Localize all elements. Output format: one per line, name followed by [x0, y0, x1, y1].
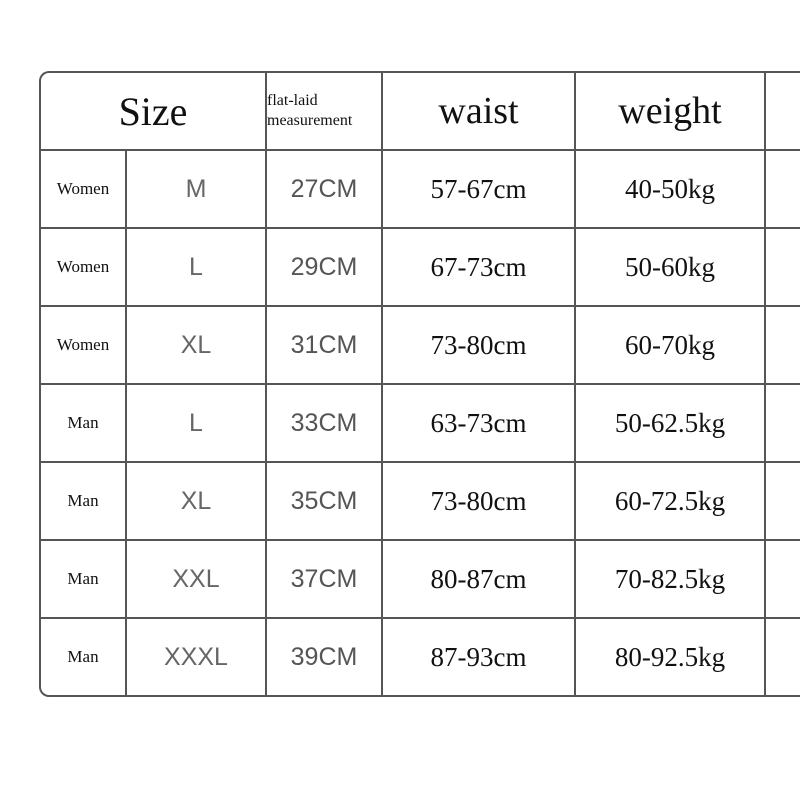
cell-gender: Man [41, 617, 127, 695]
cell-flat: 35CM [265, 461, 383, 541]
cell-size: XXXL [125, 617, 267, 695]
cell-extra [764, 149, 800, 229]
cell-waist: 67-73cm [381, 227, 576, 307]
cell-weight: 40-50kg [574, 149, 766, 229]
header-size: Size [41, 73, 267, 151]
cell-weight: 60-72.5kg [574, 461, 766, 541]
cell-flat: 33CM [265, 383, 383, 463]
cell-extra [764, 461, 800, 541]
cell-flat: 37CM [265, 539, 383, 619]
cell-extra [764, 617, 800, 695]
table-row: Women L 29CM 67-73cm 50-60kg [41, 227, 800, 307]
cell-waist: 73-80cm [381, 305, 576, 385]
cell-weight: 50-62.5kg [574, 383, 766, 463]
cell-weight: 50-60kg [574, 227, 766, 307]
cell-waist: 63-73cm [381, 383, 576, 463]
cell-size: L [125, 227, 267, 307]
cell-extra [764, 539, 800, 619]
table-row: Women M 27CM 57-67cm 40-50kg [41, 149, 800, 229]
cell-waist: 57-67cm [381, 149, 576, 229]
cell-size: L [125, 383, 267, 463]
size-table: Size flat-laid measurement waist weight … [41, 73, 800, 695]
cell-waist: 80-87cm [381, 539, 576, 619]
cell-extra [764, 227, 800, 307]
cell-weight: 60-70kg [574, 305, 766, 385]
table-row: Man L 33CM 63-73cm 50-62.5kg [41, 383, 800, 463]
cell-flat: 39CM [265, 617, 383, 695]
table-row: Man XXXL 39CM 87-93cm 80-92.5kg [41, 617, 800, 695]
cell-gender: Women [41, 227, 127, 307]
header-flat-laid: flat-laid measurement [265, 73, 383, 151]
cell-flat: 31CM [265, 305, 383, 385]
cell-gender: Women [41, 305, 127, 385]
header-weight: weight [574, 73, 766, 151]
cell-waist: 73-80cm [381, 461, 576, 541]
cell-size: XXL [125, 539, 267, 619]
cell-size: XL [125, 305, 267, 385]
cell-flat: 29CM [265, 227, 383, 307]
cell-extra [764, 383, 800, 463]
cell-size: M [125, 149, 267, 229]
cell-weight: 70-82.5kg [574, 539, 766, 619]
table-row: Man XL 35CM 73-80cm 60-72.5kg [41, 461, 800, 541]
cell-flat: 27CM [265, 149, 383, 229]
cell-weight: 80-92.5kg [574, 617, 766, 695]
header-waist: waist [381, 73, 576, 151]
table-row: Man XXL 37CM 80-87cm 70-82.5kg [41, 539, 800, 619]
table-row: Women XL 31CM 73-80cm 60-70kg [41, 305, 800, 385]
size-chart: Size flat-laid measurement waist weight … [39, 71, 800, 697]
header-extra [764, 73, 800, 151]
cell-gender: Man [41, 539, 127, 619]
cell-waist: 87-93cm [381, 617, 576, 695]
cell-extra [764, 305, 800, 385]
cell-size: XL [125, 461, 267, 541]
cell-gender: Man [41, 461, 127, 541]
cell-gender: Man [41, 383, 127, 463]
cell-gender: Women [41, 149, 127, 229]
table-header-row: Size flat-laid measurement waist weight [41, 73, 800, 151]
